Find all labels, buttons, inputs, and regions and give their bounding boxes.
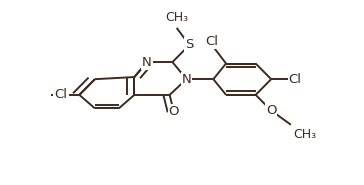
- Text: CH₃: CH₃: [165, 11, 188, 24]
- Text: N: N: [142, 56, 152, 69]
- Text: Cl: Cl: [55, 88, 67, 101]
- Text: N: N: [182, 73, 191, 86]
- Text: Cl: Cl: [289, 73, 302, 86]
- Text: CH₃: CH₃: [294, 128, 317, 141]
- Text: S: S: [185, 38, 194, 51]
- Text: Cl: Cl: [205, 35, 218, 48]
- Text: O: O: [266, 104, 276, 117]
- Text: O: O: [169, 105, 179, 118]
